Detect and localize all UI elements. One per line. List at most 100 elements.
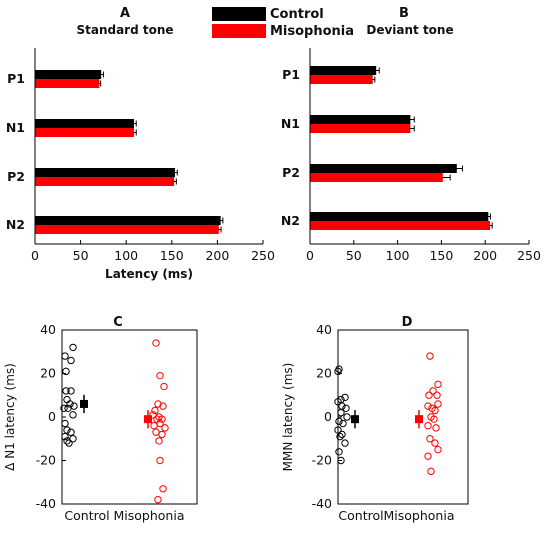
point-control xyxy=(62,367,70,376)
point-misophonia xyxy=(158,430,166,439)
point-control xyxy=(64,404,72,412)
mean-marker-control xyxy=(80,399,88,408)
point-control xyxy=(67,356,75,365)
y-tick-label: 20 xyxy=(40,366,56,381)
y-tick-label: 0 xyxy=(324,409,332,424)
point-misophonia xyxy=(154,495,162,504)
point-misophonia xyxy=(426,435,434,443)
point-control xyxy=(335,448,343,456)
point-misophonia xyxy=(156,371,164,380)
bar-misophonia-n1 xyxy=(35,128,134,137)
point-control xyxy=(69,411,77,419)
point-misophonia xyxy=(152,339,160,347)
point-misophonia xyxy=(159,402,167,410)
mean-marker-misophonia xyxy=(415,415,423,424)
panel-letter: A xyxy=(120,6,130,21)
y-tick-label: 20 xyxy=(316,366,332,381)
bar-misophonia-n2 xyxy=(35,225,219,234)
point-control xyxy=(60,404,68,412)
point-misophonia xyxy=(432,424,440,432)
x-axis-title: Latency (ms) xyxy=(105,267,193,281)
panel-title: Standard tone xyxy=(76,23,173,37)
point-control xyxy=(66,400,74,408)
point-control xyxy=(343,413,351,421)
x-tick-label: 200 xyxy=(205,248,229,263)
point-misophonia xyxy=(434,445,442,454)
panel-d: D 40 20 0 -20 -40 MMN latency (ms) Control Misop… xyxy=(281,315,469,523)
point-misophonia xyxy=(151,406,159,415)
y-tick-label: 40 xyxy=(316,322,332,337)
x-tick-label: 150 xyxy=(429,248,453,263)
y-tick-label: -20 xyxy=(36,453,56,468)
point-control xyxy=(67,428,75,436)
point-misophonia xyxy=(424,452,432,460)
bar-control-p2 xyxy=(35,168,176,177)
plot-frame xyxy=(61,329,198,505)
point-misophonia xyxy=(434,380,442,389)
y-axis-title: Δ N1 latency (ms) xyxy=(3,363,17,471)
point-misophonia xyxy=(434,400,442,408)
y-tick-label: -40 xyxy=(36,496,56,511)
point-misophonia xyxy=(430,415,438,423)
bar-control-n1 xyxy=(35,119,134,128)
point-control xyxy=(61,352,69,360)
y-tick-label: 0 xyxy=(48,409,56,424)
point-misophonia xyxy=(426,352,434,360)
panel-c: C 40 20 0 -20 -40 Δ N1 latency (ms) Control Miso… xyxy=(3,315,198,523)
point-misophonia xyxy=(424,402,432,410)
bar-misophonia-n1 xyxy=(310,124,411,133)
point-control xyxy=(63,437,71,445)
point-misophonia xyxy=(431,406,439,415)
y-tick-label: 40 xyxy=(40,322,56,337)
point-misophonia xyxy=(159,485,167,493)
bar-control-p1 xyxy=(35,70,102,79)
x-tick-label: 50 xyxy=(73,248,89,263)
point-misophonia xyxy=(161,424,169,432)
point-control xyxy=(336,432,344,441)
point-control xyxy=(335,417,343,426)
bar-misophonia-n2 xyxy=(310,221,491,230)
x-tick-label: 100 xyxy=(114,248,138,263)
bar-misophonia-p1 xyxy=(35,79,100,88)
panel-b: B Deviant tone 0 50 100 150 200 250 P1 N1 P2 N2 xyxy=(281,6,541,263)
point-control xyxy=(334,398,342,406)
panel-a: A Standard tone 0 50 100 150 200 250 P1 N1 P2 N2 Lat… xyxy=(6,6,275,281)
category-label: P2 xyxy=(7,169,25,184)
legend-label-control: Control xyxy=(270,7,324,22)
category-label: N1 xyxy=(281,116,300,131)
legend: Control Misophonia xyxy=(212,7,354,39)
category-label: P2 xyxy=(282,165,300,180)
point-control xyxy=(341,393,349,402)
point-control xyxy=(65,439,73,447)
point-misophonia xyxy=(425,391,433,399)
panel-letter: B xyxy=(399,6,409,21)
bar-control-n2 xyxy=(35,216,221,225)
point-control xyxy=(334,426,342,434)
point-misophonia xyxy=(158,415,166,423)
bar-control-n1 xyxy=(310,115,411,124)
legend-swatch-misophonia xyxy=(212,24,266,38)
point-control xyxy=(61,432,69,441)
category-label: N1 xyxy=(6,120,25,135)
point-control xyxy=(337,408,345,417)
point-misophonia xyxy=(424,422,432,430)
point-misophonia xyxy=(431,439,439,447)
y-tick-label: -20 xyxy=(312,453,332,468)
bar-control-p1 xyxy=(310,66,377,75)
point-control xyxy=(337,456,345,465)
x-tick-label: 0 xyxy=(31,248,39,263)
point-control xyxy=(339,419,347,428)
point-control xyxy=(341,439,349,447)
point-control xyxy=(67,387,75,395)
point-control xyxy=(342,404,350,412)
point-misophonia xyxy=(152,428,160,436)
point-misophonia xyxy=(156,456,164,465)
bar-misophonia-p1 xyxy=(310,75,373,84)
panel-title: Deviant tone xyxy=(366,23,453,37)
mean-marker-control xyxy=(351,415,359,424)
point-misophonia xyxy=(150,422,158,430)
x-tick-label: 50 xyxy=(346,248,362,263)
point-control xyxy=(62,387,70,395)
point-misophonia xyxy=(429,387,437,395)
